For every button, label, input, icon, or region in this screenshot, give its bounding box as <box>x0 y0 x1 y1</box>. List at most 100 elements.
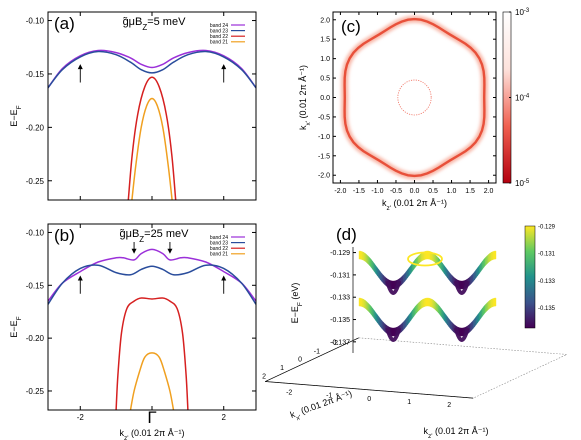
legend-label: band 21 <box>210 40 228 46</box>
series-band-23 <box>48 50 256 89</box>
surface-segment <box>374 309 376 322</box>
surface-segment <box>410 309 413 322</box>
surface-segment <box>491 298 494 308</box>
surface-valley <box>453 327 470 342</box>
surface-segment <box>494 250 497 260</box>
z-tick-label: -0.135 <box>330 317 350 324</box>
surface-segment <box>494 297 497 307</box>
x-axis-label: kz' (0.01 2π Å⁻¹) <box>120 428 185 440</box>
contour-inner <box>397 79 432 116</box>
y-axis-label: kx' (0.01 2π Å⁻¹) <box>289 388 355 423</box>
x-tick-label: -1.0 <box>371 188 383 195</box>
surface-segment <box>477 264 480 277</box>
x-tick-label: 1.5 <box>465 188 475 195</box>
surface-segment <box>421 298 424 309</box>
y-tick-label: -0.25 <box>26 387 45 396</box>
surface-segment <box>439 305 442 317</box>
surface-segment <box>377 267 379 279</box>
surface-segment <box>369 304 372 315</box>
surface-segment <box>428 297 431 307</box>
surface-segment <box>488 252 491 263</box>
panel-label: (c) <box>341 17 361 36</box>
surface-segment <box>479 262 481 275</box>
surface-segment <box>401 321 404 333</box>
surface-segment <box>364 299 367 310</box>
panel-label: (d) <box>336 225 357 244</box>
y-tick-label: -0.10 <box>26 17 45 26</box>
arrow-head <box>167 248 173 254</box>
surface-segment <box>450 272 453 284</box>
surface-segment <box>485 302 488 314</box>
z-tick-label: -0.137 <box>330 339 350 346</box>
surface-segment <box>474 316 477 328</box>
arrow-head <box>221 275 227 281</box>
surface-segment <box>366 254 369 265</box>
surface-segment <box>479 309 481 322</box>
surface-segment <box>476 314 478 326</box>
y-tick-label: -0.20 <box>26 334 45 343</box>
surface-segment <box>374 262 376 275</box>
surface-segment <box>476 267 478 279</box>
y-tick-label: -0.15 <box>26 70 45 79</box>
surface-segment <box>471 319 474 331</box>
x-tick-label: -2.0 <box>334 188 346 195</box>
y-tick-label: 1.5 <box>320 37 330 44</box>
x-tick-label: -1 <box>326 393 332 400</box>
surface-segment <box>433 252 436 263</box>
x-axis-label: kz' (0.01 2π Å⁻¹) <box>382 198 447 212</box>
colorbar-tick-label: -0.133 <box>538 279 556 285</box>
arrow-head <box>131 248 137 254</box>
surface-segment <box>361 298 364 308</box>
arrow-head <box>221 64 227 70</box>
y-tick-label: 0.5 <box>320 76 330 83</box>
y-tick-label: -1.5 <box>318 153 330 160</box>
series-band-23 <box>48 264 256 305</box>
surface-segment <box>447 316 449 328</box>
surface-segment <box>483 304 486 315</box>
panel-b: -0.10 -0.15 -0.20 -0.25 -2 Γ 2 E−EF (b) g̃μBZ=25 … <box>9 223 257 440</box>
surface-segment <box>406 316 408 328</box>
surface-segment <box>371 258 373 270</box>
surface-segment <box>377 314 379 326</box>
surface-segment <box>492 250 495 260</box>
surface-segment <box>415 304 417 315</box>
surface-segment <box>375 264 378 277</box>
surface-segment <box>480 307 483 319</box>
surface-segment <box>477 311 480 324</box>
y-tick-label: -0.25 <box>26 177 45 186</box>
x-tick-label: -2 <box>77 413 85 422</box>
panel-d: -0.129 -0.131 -0.133 -0.135 -0.137 E−EF (eV) -… <box>262 225 568 440</box>
y-tick-label: 0 <box>298 357 302 364</box>
legend-label: band 23 <box>210 240 228 246</box>
surface-segment <box>413 305 416 317</box>
y-tick-label: -0.15 <box>26 281 45 290</box>
arrow-head <box>77 275 83 281</box>
surface-segment <box>407 314 410 326</box>
surface-segment <box>433 299 436 310</box>
surface-segment <box>392 280 395 290</box>
legend-label: band 23 <box>210 28 228 34</box>
surface-segment <box>363 298 366 309</box>
x-tick-label: -0.5 <box>390 188 402 195</box>
legend-label: band 24 <box>210 235 228 241</box>
series-band-21 <box>131 97 173 200</box>
y-axis-label: kx' (0.01 2π Å⁻¹) <box>298 65 312 130</box>
x-tick-label: 1.0 <box>447 188 457 195</box>
annotation: g̃μBZ=25 meV <box>119 228 189 244</box>
surface-segment <box>410 262 413 275</box>
surface-segment <box>460 327 463 337</box>
legend-label: band 21 <box>210 252 228 258</box>
surface-segment <box>486 254 489 265</box>
surface-segment <box>369 257 372 268</box>
surface-segment <box>380 318 382 330</box>
surface-top-ring <box>407 251 443 267</box>
surface-segment <box>381 319 384 331</box>
surface-segment <box>380 271 382 283</box>
y-axis-line <box>265 337 359 382</box>
arrow-head <box>77 64 83 70</box>
contour-outer <box>343 17 486 178</box>
series-band-21 <box>129 352 175 410</box>
panel-c: -2.0 -1.5 -1.0 -0.5 0.0 0.5 1.0 1.5 2.0-2.0-1.5-… <box>298 8 530 212</box>
y-tick-label: -2 <box>332 340 338 347</box>
surface-segment <box>416 302 419 314</box>
